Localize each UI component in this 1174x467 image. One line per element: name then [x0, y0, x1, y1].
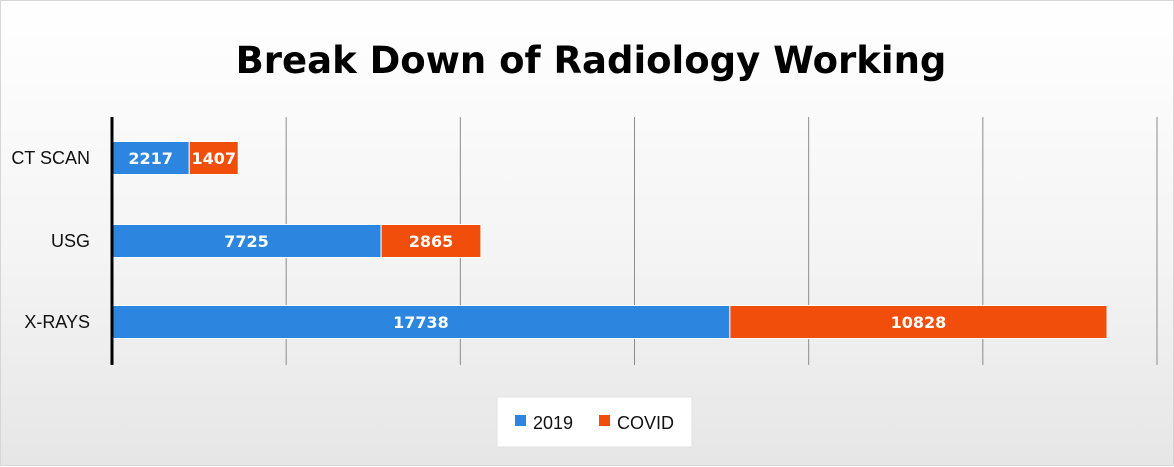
legend-box [496, 396, 693, 448]
category-labels: CT SCAN USG X-RAYS [11, 148, 90, 332]
category-label: CT SCAN [11, 148, 90, 168]
bar-covid-x-rays [729, 305, 1108, 339]
bar-2019-ct-scan [111, 141, 190, 175]
data-label: 7725 [224, 232, 269, 251]
legend-swatch [599, 415, 610, 426]
bar-2019-x-rays [111, 305, 731, 339]
data-label: 2217 [128, 149, 173, 168]
legend-swatch [515, 415, 526, 426]
data-label: 10828 [891, 313, 947, 332]
category-label: X-RAYS [24, 312, 90, 332]
chart-title: Break Down of Radiology Working [236, 39, 947, 82]
bar-covid-usg [380, 224, 482, 258]
legend-label: COVID [617, 413, 674, 433]
bars: 2217 1407 7725 2865 17738 10828 [111, 141, 1108, 339]
data-label: 17738 [393, 313, 449, 332]
bar-covid-ct-scan [188, 141, 239, 175]
category-label: USG [51, 231, 90, 251]
legend-label: 2019 [533, 413, 573, 433]
legend: 2019 COVID [496, 396, 693, 448]
data-label: 1407 [191, 149, 236, 168]
data-label: 2865 [409, 232, 454, 251]
